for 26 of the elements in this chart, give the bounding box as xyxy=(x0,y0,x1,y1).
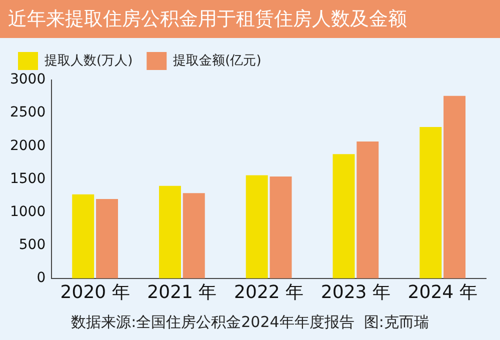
bar xyxy=(72,194,94,278)
y-tick-label: 1000 xyxy=(10,204,46,220)
bar xyxy=(246,175,268,278)
x-tick-label: 2024 年 xyxy=(408,282,478,303)
source-note: 数据来源:全国住房公积金2024年年度报告 图:克而瑞 xyxy=(70,312,430,333)
bar xyxy=(332,154,355,278)
y-tick-label: 2000 xyxy=(10,138,46,154)
x-tick-label: 2020 年 xyxy=(60,282,130,303)
bar xyxy=(356,142,379,278)
x-tick-label: 2022 年 xyxy=(234,282,304,303)
bar xyxy=(270,176,292,278)
chart-title: 近年来提取住房公积金用于租赁住房人数及金额 xyxy=(0,0,500,38)
y-tick-label: 500 xyxy=(18,236,46,253)
x-tick-label: 2021 年 xyxy=(147,282,217,303)
bar xyxy=(182,193,205,278)
x-tick-label: 2023 年 xyxy=(320,282,390,303)
legend-label: 提取人数(万人) xyxy=(44,53,133,68)
y-tick-label: 1500 xyxy=(10,170,46,187)
bar xyxy=(96,199,118,278)
y-tick-label: 0 xyxy=(36,270,46,286)
bar xyxy=(159,186,181,278)
y-tick-label: 2500 xyxy=(10,104,46,121)
legend-label: 提取金额(亿元) xyxy=(173,53,262,68)
bar xyxy=(420,126,442,278)
bar xyxy=(444,96,466,278)
y-tick-label: 3000 xyxy=(10,72,46,88)
